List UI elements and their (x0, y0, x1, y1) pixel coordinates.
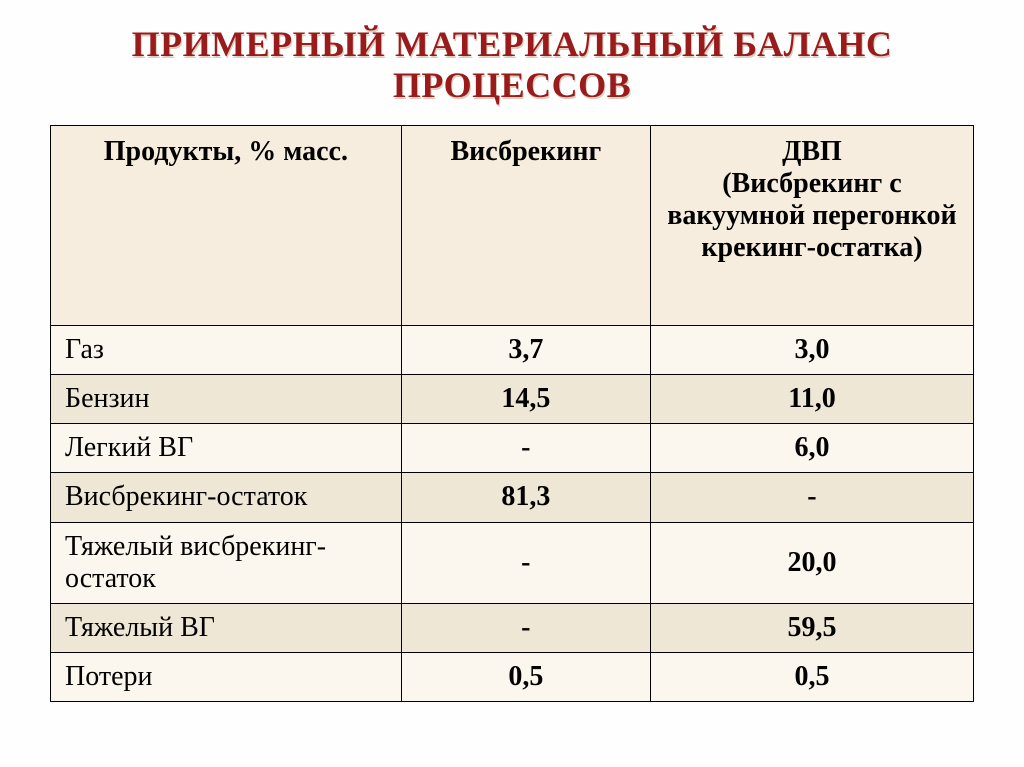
row-value-2: 3,0 (650, 325, 973, 374)
col-header-label: Висбрекинг (450, 136, 601, 167)
title-line-1: Примерный материальный баланс (132, 24, 893, 64)
table-row: Бензин 14,5 11,0 (51, 374, 974, 423)
row-label: Бензин (51, 374, 402, 423)
row-label: Потери (51, 653, 402, 702)
table-body: Газ 3,7 3,0 Бензин 14,5 11,0 Легкий ВГ -… (51, 325, 974, 702)
slide: Примерный материальный баланс процессов … (0, 0, 1024, 767)
col-header-dvp: ДВП (Висбрекинг с вакуумной перегонкой к… (650, 125, 973, 325)
col-header-label: ДВП (782, 136, 842, 167)
row-value-2: 0,5 (650, 653, 973, 702)
row-value-2: 11,0 (650, 374, 973, 423)
row-label: Тяжелый ВГ (51, 603, 402, 652)
row-value-2: 59,5 (650, 603, 973, 652)
table-row: Легкий ВГ - 6,0 (51, 424, 974, 473)
row-value-2: 20,0 (650, 522, 973, 603)
row-value-2: 6,0 (650, 424, 973, 473)
table-row: Тяжелый ВГ - 59,5 (51, 603, 974, 652)
row-label: Газ (51, 325, 402, 374)
table-row: Тяжелый висбрекинг-остаток - 20,0 (51, 522, 974, 603)
table-row: Газ 3,7 3,0 (51, 325, 974, 374)
row-value-1: 81,3 (401, 473, 650, 522)
table-header: Продукты, % масс. Висбрекинг ДВП (Висбре… (51, 125, 974, 325)
row-value-1: - (401, 424, 650, 473)
row-value-1: 14,5 (401, 374, 650, 423)
table-row: Висбрекинг-остаток 81,3 - (51, 473, 974, 522)
row-label: Легкий ВГ (51, 424, 402, 473)
col-header-label: Продукты, % масс. (104, 136, 348, 167)
row-label: Тяжелый висбрекинг-остаток (51, 522, 402, 603)
row-value-2: - (650, 473, 973, 522)
row-value-1: 3,7 (401, 325, 650, 374)
table-row: Потери 0,5 0,5 (51, 653, 974, 702)
row-value-1: 0,5 (401, 653, 650, 702)
balance-table: Продукты, % масс. Висбрекинг ДВП (Висбре… (50, 125, 974, 703)
col-header-visbreaking: Висбрекинг (401, 125, 650, 325)
slide-title: Примерный материальный баланс процессов (50, 24, 974, 107)
col-header-products: Продукты, % масс. (51, 125, 402, 325)
title-line-2: процессов (393, 65, 631, 105)
row-value-1: - (401, 603, 650, 652)
row-value-1: - (401, 522, 650, 603)
row-label: Висбрекинг-остаток (51, 473, 402, 522)
col-header-sublabel: (Висбрекинг с вакуумной перегонкой креки… (665, 168, 959, 265)
